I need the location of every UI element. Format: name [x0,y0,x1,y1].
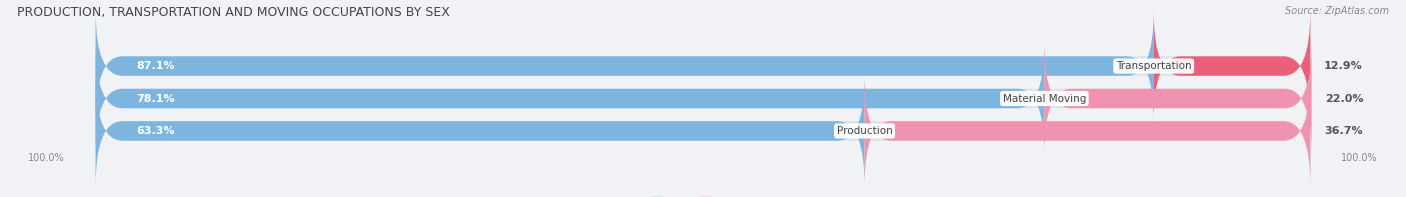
FancyBboxPatch shape [1154,11,1310,121]
Text: 36.7%: 36.7% [1324,126,1362,136]
Text: 78.1%: 78.1% [136,94,174,103]
Text: Production: Production [837,126,893,136]
FancyBboxPatch shape [96,43,1310,154]
FancyBboxPatch shape [96,11,1310,121]
FancyBboxPatch shape [96,43,1045,154]
FancyBboxPatch shape [96,76,1310,186]
Text: 22.0%: 22.0% [1324,94,1364,103]
Text: 12.9%: 12.9% [1324,61,1362,71]
Text: Source: ZipAtlas.com: Source: ZipAtlas.com [1285,6,1389,16]
Text: 100.0%: 100.0% [28,153,65,163]
Text: Material Moving: Material Moving [1002,94,1085,103]
FancyBboxPatch shape [96,11,1154,121]
Text: PRODUCTION, TRANSPORTATION AND MOVING OCCUPATIONS BY SEX: PRODUCTION, TRANSPORTATION AND MOVING OC… [17,6,450,19]
Text: 87.1%: 87.1% [136,61,174,71]
FancyBboxPatch shape [1045,43,1312,154]
Text: Transportation: Transportation [1116,61,1191,71]
Legend: Male, Female: Male, Female [650,196,756,197]
Text: 100.0%: 100.0% [1341,153,1378,163]
FancyBboxPatch shape [865,76,1310,186]
Text: 63.3%: 63.3% [136,126,174,136]
FancyBboxPatch shape [96,76,865,186]
